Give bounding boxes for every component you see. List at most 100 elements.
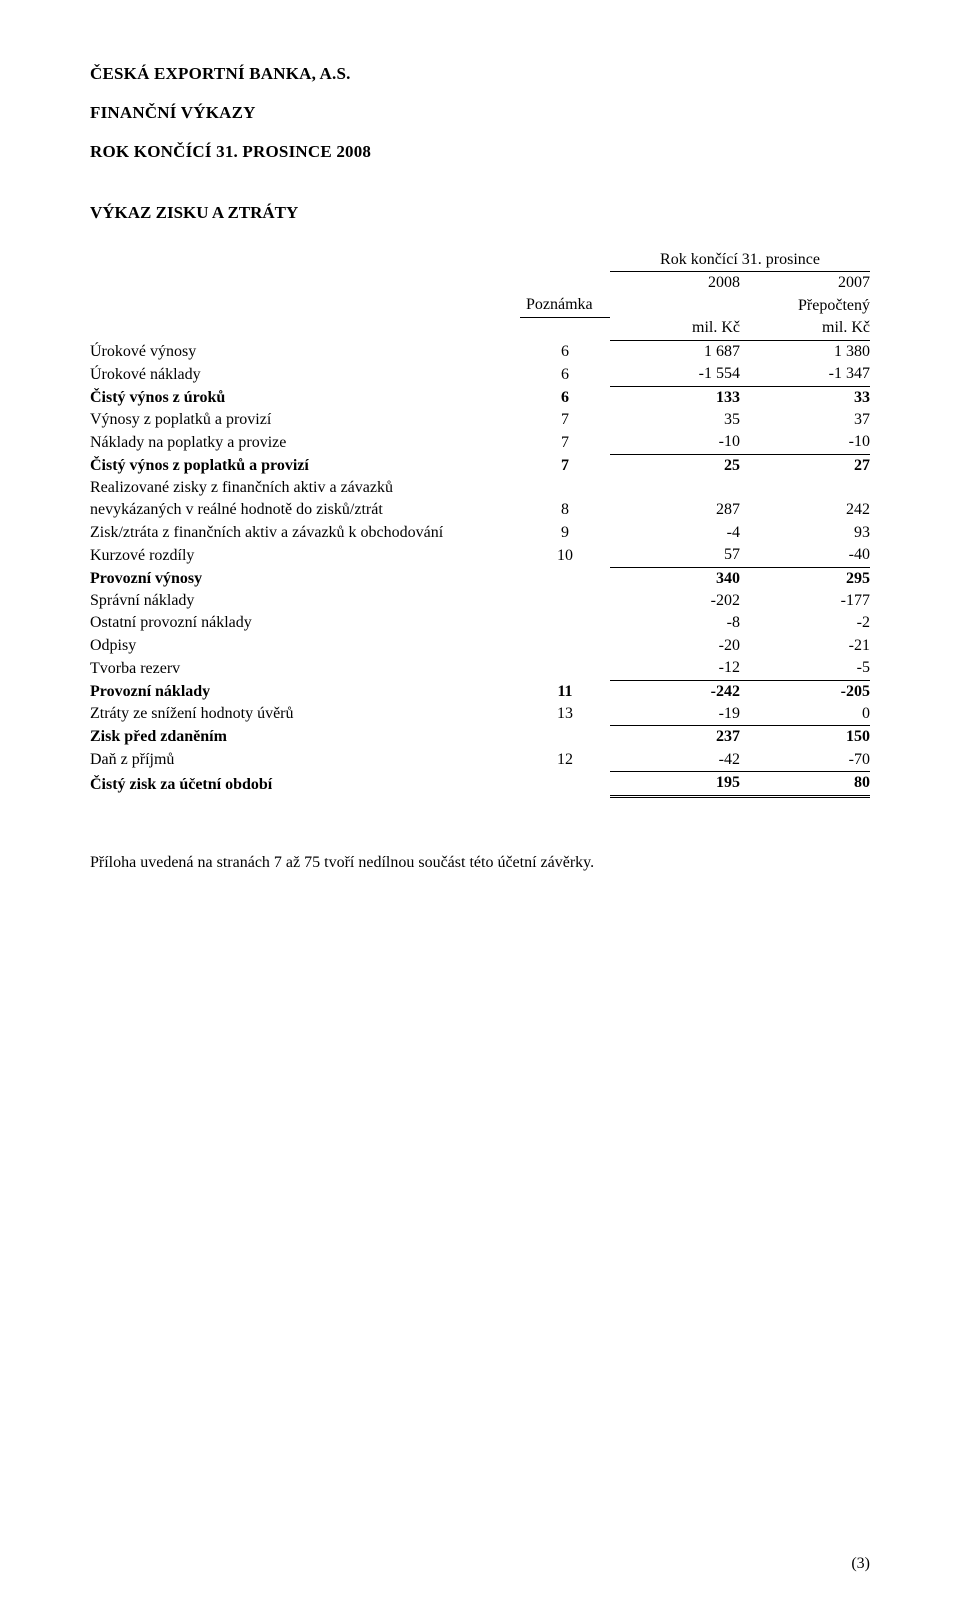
row-label: Ztráty ze snížení hodnoty úvěrů (90, 703, 520, 726)
unit-2: mil. Kč (740, 317, 870, 340)
year-2-sub: Přepočtený (740, 294, 870, 317)
row-note: 12 (520, 749, 610, 772)
row-note: 7 (520, 409, 610, 431)
row-note: 10 (520, 544, 610, 567)
header-row-period: Rok končící 31. prosince (90, 249, 870, 272)
subtotal-row: Provozní náklady 11 -242 -205 (90, 680, 870, 703)
row-label: Úrokové náklady (90, 363, 520, 386)
company-name: ČESKÁ EXPORTNÍ BANKA, A.S. (90, 60, 870, 89)
table-row: Výnosy z poplatků a provizí 7 35 37 (90, 409, 870, 431)
row-value-2: -2 (740, 612, 870, 634)
header-row-years: 2008 2007 (90, 272, 870, 295)
row-label: Ostatní provozní náklady (90, 612, 520, 634)
row-label: Zisk před zdaněním (90, 726, 520, 749)
statement-title: VÝKAZ ZISKU A ZTRÁTY (90, 203, 870, 223)
row-value-1: 133 (610, 386, 740, 409)
page-number: (3) (851, 1555, 870, 1573)
row-value-1: -20 (610, 635, 740, 657)
table-row: Realizované zisky z finančních aktiv a z… (90, 477, 870, 499)
table-row: nevykázaných v reálné hodnotě do zisků/z… (90, 499, 870, 521)
row-value-1: 237 (610, 726, 740, 749)
row-value-1: -19 (610, 703, 740, 726)
table-row: Zisk/ztráta z finančních aktiv a závazků… (90, 522, 870, 544)
row-note: 6 (520, 363, 610, 386)
row-label: Čistý zisk za účetní období (90, 772, 520, 796)
row-label: Realizované zisky z finančních aktiv a z… (90, 477, 520, 499)
subtotal-row: Čistý výnos z poplatků a provizí 7 25 27 (90, 454, 870, 477)
row-value-2: 93 (740, 522, 870, 544)
document-header: ČESKÁ EXPORTNÍ BANKA, A.S. FINANČNÍ VÝKA… (90, 60, 870, 167)
unit-1: mil. Kč (610, 317, 740, 340)
row-value-1: -4 (610, 522, 740, 544)
row-value-1: -1 554 (610, 363, 740, 386)
grand-total-row: Čistý zisk za účetní období 195 80 (90, 772, 870, 796)
table-row: Správní náklady -202 -177 (90, 590, 870, 612)
subtotal-row: Provozní výnosy 340 295 (90, 567, 870, 590)
row-note: 11 (520, 680, 610, 703)
row-value-2: -70 (740, 749, 870, 772)
row-value-1: 1 687 (610, 340, 740, 363)
row-value-1: -10 (610, 431, 740, 454)
row-value-1: -12 (610, 657, 740, 680)
row-label: Provozní náklady (90, 680, 520, 703)
row-value-2: 1 380 (740, 340, 870, 363)
row-value-2: -205 (740, 680, 870, 703)
row-label: Kurzové rozdíly (90, 544, 520, 567)
row-note: 13 (520, 703, 610, 726)
row-value-2: -21 (740, 635, 870, 657)
header-row-sub: Poznámka Přepočtený (90, 294, 870, 317)
row-note: 6 (520, 386, 610, 409)
appendix-note: Příloha uvedená na stranách 7 až 75 tvoř… (90, 854, 870, 872)
header-line-3: ROK KONČÍCÍ 31. PROSINCE 2008 (90, 138, 870, 167)
table-row: Tvorba rezerv -12 -5 (90, 657, 870, 680)
row-label: Daň z příjmů (90, 749, 520, 772)
row-note: 7 (520, 431, 610, 454)
subtotal-row: Čistý výnos z úroků 6 133 33 (90, 386, 870, 409)
row-value-2: -40 (740, 544, 870, 567)
row-label: Čistý výnos z úroků (90, 386, 520, 409)
row-label: Provozní výnosy (90, 567, 520, 590)
row-value-2: -1 347 (740, 363, 870, 386)
row-label: Tvorba rezerv (90, 657, 520, 680)
row-value-1: -8 (610, 612, 740, 634)
row-note: 9 (520, 522, 610, 544)
row-label: Správní náklady (90, 590, 520, 612)
row-value-1: -242 (610, 680, 740, 703)
row-value-2: 0 (740, 703, 870, 726)
row-value-1: -202 (610, 590, 740, 612)
row-value-1: 25 (610, 454, 740, 477)
row-value-2: 295 (740, 567, 870, 590)
row-value-1: 35 (610, 409, 740, 431)
year-1: 2008 (610, 272, 740, 295)
row-note: 6 (520, 340, 610, 363)
row-label: Čistý výnos z poplatků a provizí (90, 454, 520, 477)
row-label: Náklady na poplatky a provize (90, 431, 520, 454)
row-label: Výnosy z poplatků a provizí (90, 409, 520, 431)
row-value-2: 37 (740, 409, 870, 431)
row-value-1: -42 (610, 749, 740, 772)
subtotal-row: Zisk před zdaněním 237 150 (90, 726, 870, 749)
table-row: Ostatní provozní náklady -8 -2 (90, 612, 870, 634)
row-value-2: 33 (740, 386, 870, 409)
income-statement-table: Rok končící 31. prosince 2008 2007 Pozná… (90, 249, 870, 798)
row-value-2: -10 (740, 431, 870, 454)
period-header: Rok končící 31. prosince (610, 249, 870, 272)
row-note: 8 (520, 499, 610, 521)
year-2: 2007 (740, 272, 870, 295)
row-value-2: 150 (740, 726, 870, 749)
row-value-2: 242 (740, 499, 870, 521)
table-row: Kurzové rozdíly 10 57 -40 (90, 544, 870, 567)
table-row: Daň z příjmů 12 -42 -70 (90, 749, 870, 772)
table-row: Úrokové výnosy 6 1 687 1 380 (90, 340, 870, 363)
row-value-1: 57 (610, 544, 740, 567)
row-label: nevykázaných v reálné hodnotě do zisků/z… (90, 499, 520, 521)
table-row: Ztráty ze snížení hodnoty úvěrů 13 -19 0 (90, 703, 870, 726)
row-value-2: -5 (740, 657, 870, 680)
header-row-units: mil. Kč mil. Kč (90, 317, 870, 340)
row-value-1: 195 (610, 772, 740, 796)
row-label: Zisk/ztráta z finančních aktiv a závazků… (90, 522, 520, 544)
row-value-2: 27 (740, 454, 870, 477)
row-value-2: -177 (740, 590, 870, 612)
row-label: Odpisy (90, 635, 520, 657)
table-row: Odpisy -20 -21 (90, 635, 870, 657)
